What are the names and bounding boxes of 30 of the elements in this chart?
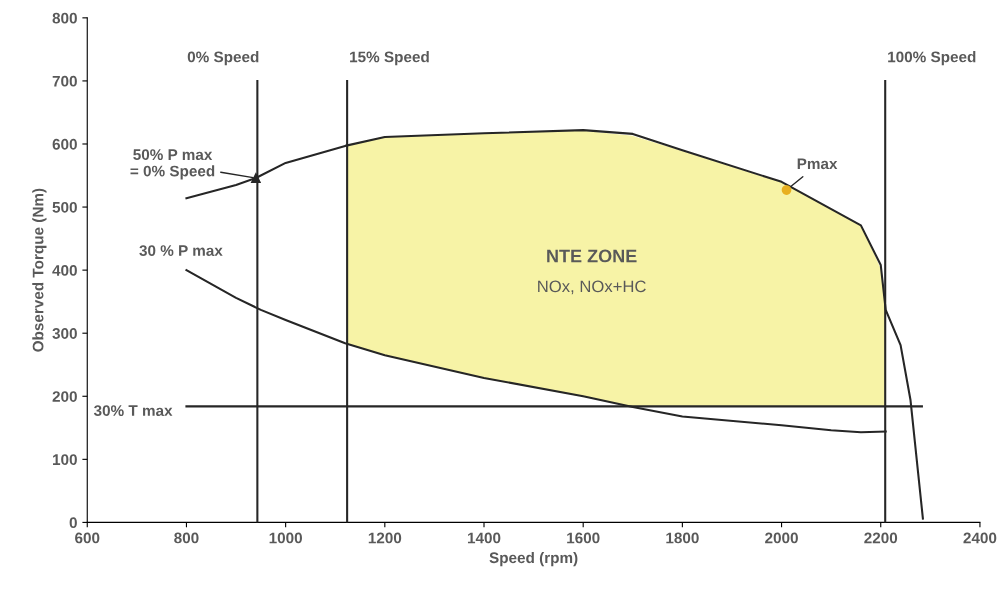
ref-line-label: 0% Speed — [187, 51, 259, 66]
annotation: NOx, NOx+HC — [538, 280, 646, 295]
y-axis-title: Observed Torque (Nm) — [32, 188, 47, 352]
x-tick-label: 1400 — [467, 532, 501, 544]
x-tick-label: 2000 — [765, 532, 798, 544]
y-tick-label: 300 — [52, 328, 77, 339]
series-label: 30% T max — [93, 405, 173, 417]
y-tick-label: 400 — [52, 265, 77, 276]
x-tick-label: 600 — [75, 532, 100, 544]
series-label: 30 % P max — [139, 245, 223, 257]
x-tick-label: 2200 — [864, 532, 898, 544]
x-tick-label: 1800 — [666, 532, 699, 544]
x-tick-label: 2400 — [963, 532, 997, 544]
ref-line-label: 15% Speed — [350, 51, 429, 66]
annotation: NTE ZONE — [547, 249, 637, 263]
x-tick-label: 800 — [174, 532, 199, 544]
y-tick-label: 500 — [52, 201, 77, 213]
y-tick-label: 0 — [69, 517, 77, 529]
x-axis-title: Speed (rpm) — [489, 551, 578, 567]
y-tick-label: 100 — [53, 454, 77, 466]
annotation: Pmax — [797, 158, 838, 170]
annotation: 50% P max = 0% Speed — [130, 149, 215, 180]
y-tick-label: 800 — [52, 12, 77, 24]
y-tick-label: 700 — [52, 75, 77, 87]
y-tick-label: 200 — [52, 391, 77, 402]
x-tick-label: 1600 — [567, 532, 600, 544]
y-tick-label: 600 — [52, 138, 77, 150]
x-tick-label: 1000 — [269, 532, 302, 544]
x-tick-label: 1200 — [368, 532, 402, 544]
ref-line-label: 100% Speed — [888, 51, 976, 66]
